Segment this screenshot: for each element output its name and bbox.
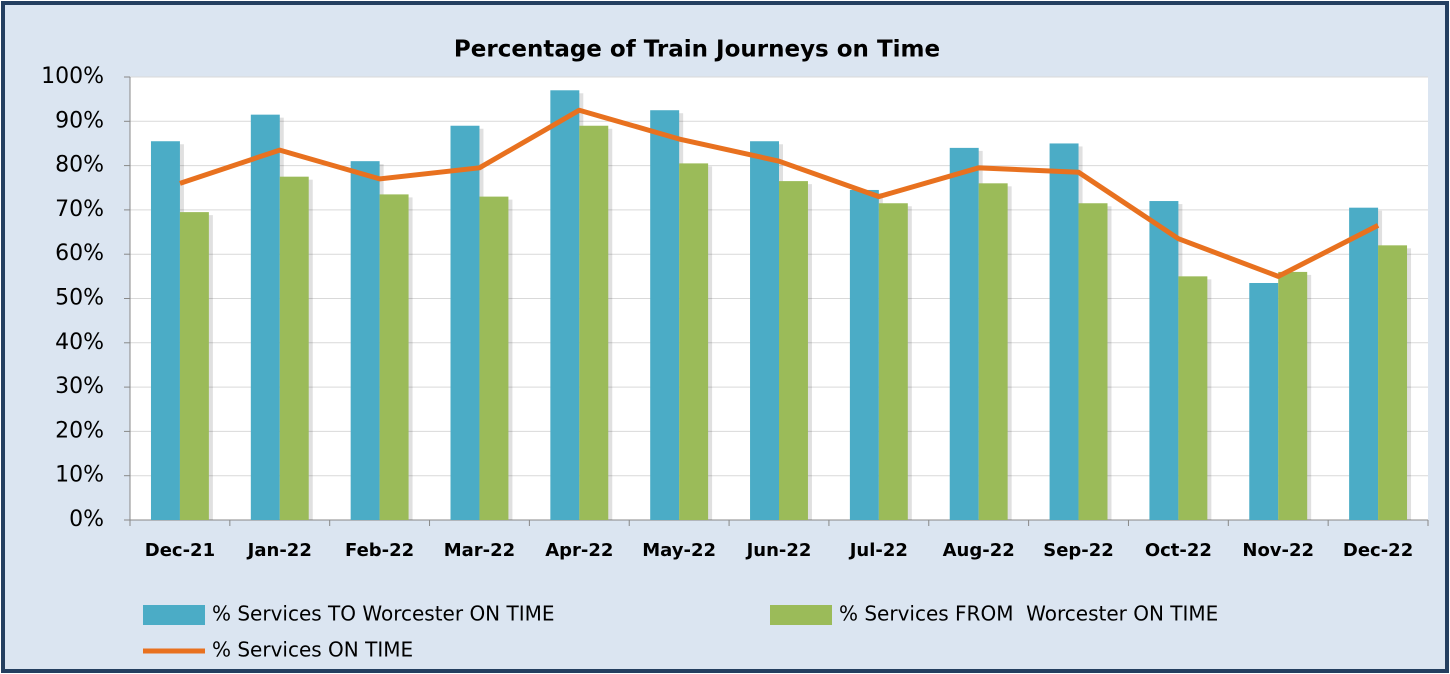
bar: [878, 203, 908, 520]
x-tick-label: Dec-22: [1343, 540, 1413, 561]
bar: [779, 181, 808, 521]
bar: [579, 125, 609, 520]
x-tick-label: Nov-22: [1242, 540, 1314, 561]
bar: [978, 183, 1008, 520]
bar: [1378, 245, 1408, 520]
bar: [150, 141, 180, 521]
bar: [1049, 143, 1079, 520]
x-tick-label: May-22: [642, 540, 716, 561]
bar: [550, 90, 580, 520]
x-tick-label: Dec-21: [145, 540, 215, 561]
bar: [1249, 282, 1279, 520]
bar: [1349, 207, 1379, 520]
chart-title: Percentage of Train Journeys on Time: [454, 37, 940, 63]
bar: [450, 125, 480, 520]
x-tick-label: Jun-22: [745, 540, 812, 561]
bar: [179, 212, 209, 521]
bar: [949, 147, 979, 520]
legend-swatch: [143, 605, 205, 625]
bar: [1178, 276, 1208, 520]
y-tick-label: 50%: [55, 286, 104, 311]
y-tick-label: 30%: [55, 374, 104, 399]
x-tick-label: Feb-22: [345, 540, 414, 561]
legend-label: % Services TO Worcester ON TIME: [212, 602, 555, 626]
line: [179, 107, 1380, 279]
bar: [379, 194, 409, 520]
x-tick-label: Mar-22: [444, 540, 515, 561]
x-tick-label: Apr-22: [545, 540, 613, 561]
bar: [1078, 203, 1108, 520]
y-tick-label: 90%: [55, 108, 104, 133]
y-tick-label: 80%: [55, 153, 104, 178]
y-tick-label: 70%: [55, 197, 104, 222]
bar: [1149, 201, 1179, 521]
y-tick-label: 40%: [55, 330, 104, 355]
bar: [679, 163, 709, 520]
bar: [849, 189, 879, 520]
x-tick-label: Aug-22: [943, 540, 1015, 561]
x-tick-label: Oct-22: [1145, 540, 1212, 561]
bar: [650, 110, 680, 520]
x-tick-label: Jan-22: [246, 540, 312, 561]
bar: [279, 176, 309, 521]
y-tick-label: 0%: [69, 507, 104, 532]
bar: [250, 114, 280, 520]
x-tick-label: Sep-22: [1043, 540, 1114, 561]
bar: [479, 196, 509, 521]
bar: [750, 141, 779, 521]
bar: [1278, 271, 1308, 520]
y-tick-label: 10%: [55, 463, 104, 488]
legend-label: % Services ON TIME: [212, 638, 413, 662]
legend-label: % Services FROM Worcester ON TIME: [839, 602, 1218, 626]
y-tick-label: 100%: [41, 64, 104, 89]
x-tick-label: Jul-22: [848, 540, 908, 561]
bar: [350, 161, 380, 521]
y-tick-label: 20%: [55, 418, 104, 443]
legend-swatch: [770, 605, 832, 625]
y-tick-label: 60%: [55, 241, 104, 266]
